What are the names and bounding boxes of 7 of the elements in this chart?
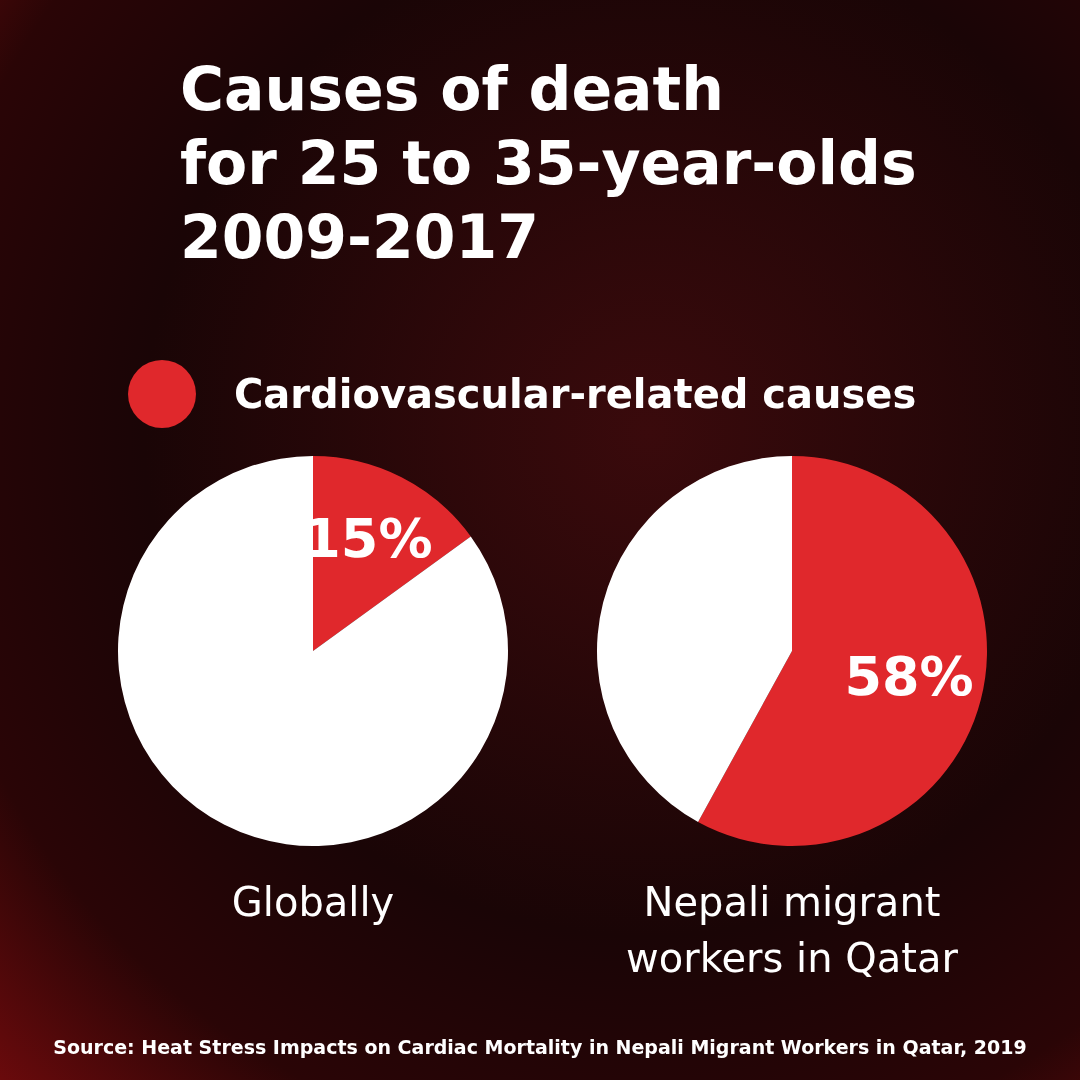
data-label: 58% (844, 645, 974, 709)
legend-label: Cardiovascular-related causes (234, 371, 917, 417)
data-label: 15% (303, 507, 433, 571)
chart-title: Causes of death for 25 to 35-year-olds 2009-2017 (180, 53, 917, 274)
text: Nepali migrant workers in Qatar (625, 878, 959, 983)
source-note: Source: Heat Stress Impacts on Cardiac Mortality in Nepali Migrant Workers in Qatar, 2019 (52, 1036, 1028, 1058)
text: Globally (230, 878, 396, 927)
